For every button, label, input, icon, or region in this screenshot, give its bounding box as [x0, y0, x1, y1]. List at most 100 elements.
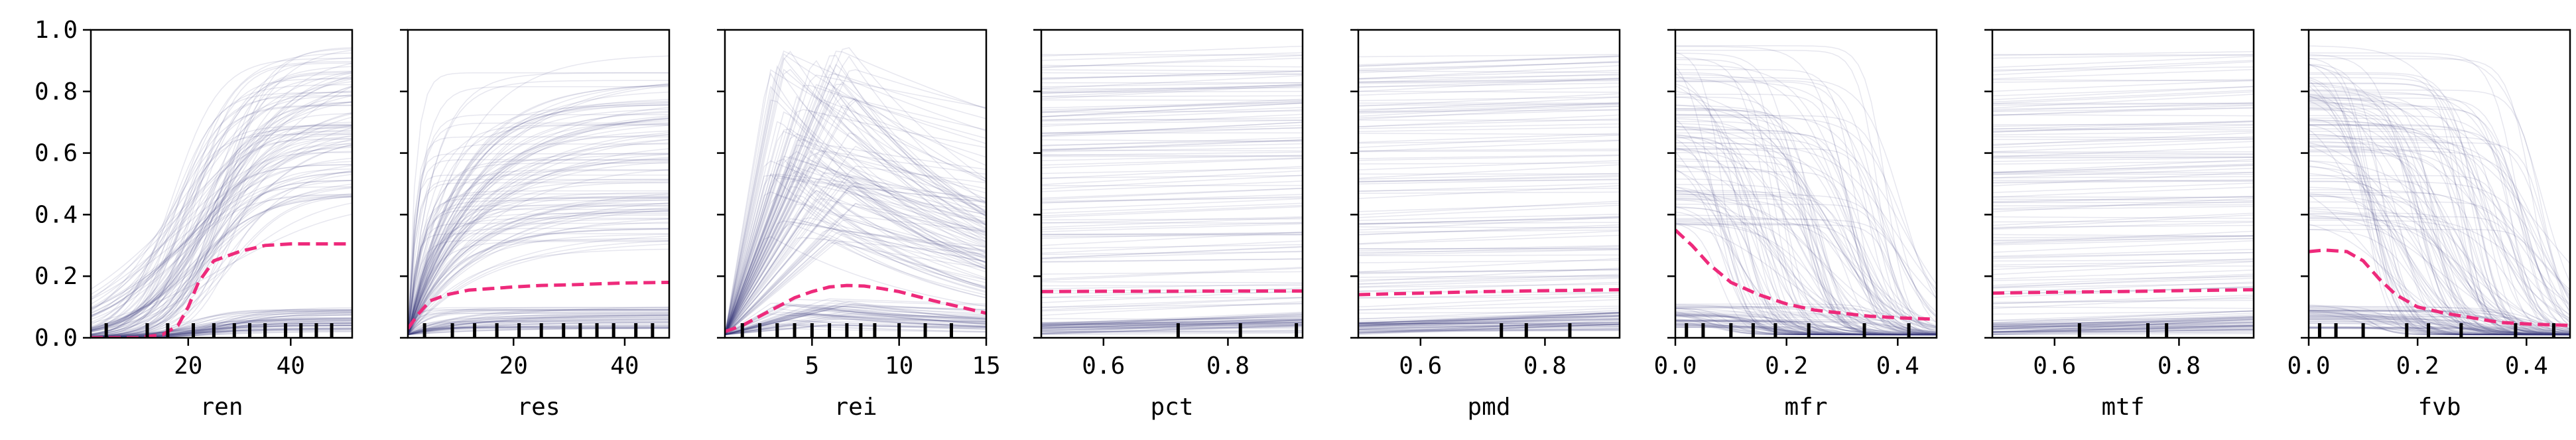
ice-line — [1675, 323, 1937, 336]
ice-line — [725, 305, 986, 336]
ice-line — [2309, 85, 2570, 335]
ice-line — [1358, 224, 1620, 236]
ice-line — [91, 309, 352, 338]
ice-line — [1675, 147, 1937, 336]
ice-line — [1675, 311, 1937, 336]
ice-line — [1675, 223, 1937, 336]
ice-line — [408, 197, 669, 335]
ice-lines — [91, 46, 352, 338]
ice-line — [91, 74, 352, 295]
ice-line — [1675, 316, 1937, 335]
ice-line — [1041, 301, 1303, 316]
ice-line — [1992, 317, 2254, 329]
ice-line — [408, 205, 669, 335]
ice-line — [1992, 273, 2254, 286]
ice-line — [1992, 329, 2254, 334]
ice-line — [1041, 329, 1303, 332]
x-axis-label: rei — [834, 394, 877, 421]
ice-line — [1992, 325, 2254, 330]
ice-line — [408, 312, 669, 335]
ice-line — [2309, 119, 2570, 305]
ice-line — [1041, 326, 1303, 334]
ice-line — [1992, 121, 2254, 133]
ice-line — [1675, 57, 1937, 336]
ice-line — [725, 220, 986, 335]
ice-line — [91, 151, 352, 338]
ice-line — [1675, 134, 1937, 334]
ice-line — [1992, 318, 2254, 325]
ice-line — [1992, 330, 2254, 332]
ice-line — [1675, 110, 1937, 336]
ice-line — [2309, 305, 2570, 336]
ice-lines — [1041, 45, 1303, 336]
ice-line — [408, 91, 669, 335]
ice-line — [1992, 331, 2254, 334]
ice-line — [2309, 108, 2570, 334]
ice-line — [1675, 324, 1937, 336]
ice-line — [1358, 323, 1620, 325]
ice-line — [1675, 83, 1937, 336]
ice-line — [725, 159, 986, 335]
ice-line — [91, 121, 352, 338]
ice-line — [1675, 145, 1937, 336]
ice-line — [1675, 77, 1937, 300]
ice-line — [1358, 268, 1620, 273]
ice-line — [2309, 100, 2570, 336]
ice-line — [1358, 173, 1620, 180]
ice-line — [1041, 322, 1303, 326]
ice-line — [1675, 116, 1937, 295]
ice-line — [1358, 325, 1620, 327]
ice-line — [2309, 82, 2570, 335]
ice-line — [1041, 321, 1303, 329]
ice-line — [1041, 313, 1303, 327]
ice-line — [91, 325, 352, 337]
ice-line — [1358, 56, 1620, 67]
ice-line — [1358, 254, 1620, 257]
ice-line — [1358, 326, 1620, 330]
axes-frame — [407, 29, 671, 339]
panel-ren: 0.0 0.2 0.4 0.6 0.8 1.0 20 40 ren — [34, 17, 354, 421]
ice-line — [2309, 144, 2570, 315]
ice-line — [2309, 160, 2570, 335]
ice-line — [1675, 313, 1937, 336]
ice-line — [1041, 315, 1303, 327]
ice-line — [725, 305, 986, 336]
ice-line — [1675, 152, 1937, 299]
ice-line — [1358, 109, 1620, 119]
ice-line — [408, 130, 669, 335]
ice-line — [1992, 294, 2254, 305]
ice-line — [91, 186, 352, 335]
ice-line — [91, 49, 352, 334]
ice-line — [1358, 312, 1620, 327]
ice-line — [91, 95, 352, 336]
ice-line — [1992, 327, 2254, 332]
ice-line — [2309, 64, 2570, 333]
ice-line — [1041, 324, 1303, 329]
ice-line — [725, 144, 986, 335]
panel-fvb: 0.0 0.2 0.4 fvb — [2287, 29, 2571, 421]
ice-line — [1992, 265, 2254, 267]
x-axis-label: pct — [1150, 394, 1193, 421]
ice-line — [725, 304, 986, 336]
ice-line — [1675, 121, 1937, 336]
ice-line — [1992, 238, 2254, 246]
ice-line — [408, 313, 669, 335]
ice-line — [1675, 320, 1937, 336]
pdp-line — [725, 283, 986, 334]
ice-line — [408, 228, 669, 335]
ice-line — [408, 210, 669, 335]
ice-line — [1358, 323, 1620, 329]
ice-line — [1358, 204, 1620, 218]
ice-line — [1041, 330, 1303, 333]
ice-line — [1992, 127, 2254, 131]
ice-line — [1992, 206, 2254, 210]
ice-line — [1675, 50, 1937, 334]
ice-line — [1358, 327, 1620, 330]
ice-line — [1675, 309, 1937, 336]
ice-line — [725, 234, 986, 335]
ice-line — [725, 99, 986, 335]
ice-line — [1675, 218, 1937, 334]
ice-line — [1675, 184, 1937, 334]
ice-line — [1675, 324, 1937, 336]
ice-line — [91, 317, 352, 338]
